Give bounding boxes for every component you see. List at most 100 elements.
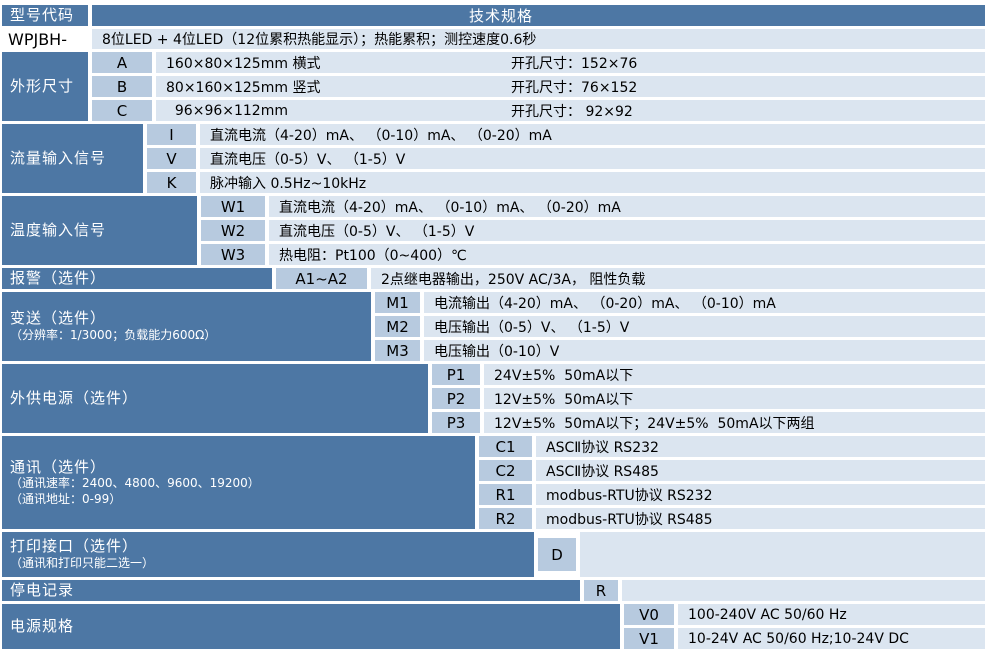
code-cell: A1~A2 [276, 268, 367, 289]
section-transmit: 变送（选件） （分辨率：1/3000；负载能力600Ω） M1 电流输出（4-2… [2, 292, 985, 361]
code-cell: M3 [375, 340, 420, 361]
table-row: V0 100-240V AC 50/60 Hz [624, 604, 985, 625]
section-dimensions: 外形尺寸 A 160×80×125mm 横式 开孔尺寸：152×76 B 80×1… [2, 52, 985, 121]
ext-power-label: 外供电源（选件） [10, 389, 139, 408]
desc-cell: 12V±5% 50mA以下；24V±5% 50mA以下两组 [484, 412, 985, 433]
code-cell: W3 [201, 244, 265, 265]
table-row: C2 ASCⅡ协议 RS485 [479, 460, 985, 481]
alarm-label-cell: 报警（选件） [2, 268, 272, 289]
table-row: M1 电流输出（4-20）mA、 （0-20）mA、 （0-10）mA [375, 292, 985, 313]
table-row: R2 modbus-RTU协议 RS485 [479, 508, 985, 529]
code-cell: V [147, 148, 196, 169]
transmit-label: 变送（选件） [10, 309, 107, 328]
power-spec-label-cell: 电源规格 [2, 604, 620, 649]
desc-cell: modbus-RTU协议 RS485 [536, 508, 985, 529]
section-ext-power: 外供电源（选件） P1 24V±5% 50mA以下 P2 12V±5% 50mA… [2, 364, 985, 433]
code-cell: V1 [624, 628, 674, 649]
dimensions-label-cell: 外形尺寸 [2, 52, 88, 121]
model-row: WPJBH- 8位LED + 4位LED（12位累积热能显示）；热能累积；测控速… [2, 29, 985, 49]
spec-header-label: 技术规格 [468, 7, 533, 25]
desc-cell: 12V±5% 50mA以下 [484, 388, 985, 409]
code-cell: K [147, 172, 196, 193]
temp-input-rows: W1 直流电流（4-20）mA、 （0-10）mA、 （0-20）mA W2 直… [201, 196, 985, 265]
size-text: 160×80×125mm 横式 [166, 55, 321, 72]
desc-cell: 直流电压（0-5）V、 （1-5）V [269, 220, 985, 241]
dimensions-label: 外形尺寸 [10, 77, 75, 96]
desc-cell: 96×96×112mm 开孔尺寸： 92×92 [156, 100, 985, 121]
table-row: K 脉冲输入 0.5Hz~10kHz [147, 172, 985, 193]
table-row: C1 ASCⅡ协议 RS232 [479, 436, 985, 457]
table-row: W3 热电阻：Pt100（0~400）℃ [201, 244, 985, 265]
header-row: 型号代码 技术规格 [2, 5, 985, 26]
desc-cell: modbus-RTU协议 RS232 [536, 484, 985, 505]
alarm-label: 报警（选件） [10, 269, 107, 288]
temp-input-label: 温度输入信号 [10, 221, 107, 240]
alarm-rows: A1~A2 2点继电器输出，250V AC/3A， 阻性负载 [276, 268, 985, 289]
desc-cell: 电压输出（0-10）V [424, 340, 985, 361]
ext-power-label-cell: 外供电源（选件） [2, 364, 428, 433]
table-row: M3 电压输出（0-10）V [375, 340, 985, 361]
section-power-fail: 停电记录 R [2, 580, 985, 601]
comm-label-cell: 通讯（选件） （通讯速率：2400、4800、9600、19200） （通讯地址… [2, 436, 475, 529]
desc-cell: 直流电流（4-20）mA、 （0-10）mA、 （0-20）mA [200, 124, 985, 145]
model-code-header-label: 型号代码 [10, 6, 75, 25]
temp-input-label-cell: 温度输入信号 [2, 196, 197, 265]
code-cell: A [92, 52, 152, 73]
size-text: 80×160×125mm 竖式 [166, 79, 321, 96]
transmit-label-cell: 变送（选件） （分辨率：1/3000；负载能力600Ω） [2, 292, 371, 361]
code-cell: I [147, 124, 196, 145]
code-cell: M2 [375, 316, 420, 337]
table-row: R1 modbus-RTU协议 RS232 [479, 484, 985, 505]
code-cell: R [584, 580, 618, 601]
code-cell: V0 [624, 604, 674, 625]
desc-cell: 100-240V AC 50/60 Hz [678, 604, 985, 625]
code-cell: W1 [201, 196, 265, 217]
section-comm: 通讯（选件） （通讯速率：2400、4800、9600、19200） （通讯地址… [2, 436, 985, 529]
section-flow-input: 流量输入信号 I 直流电流（4-20）mA、 （0-10）mA、 （0-20）m… [2, 124, 985, 193]
desc-cell: ASCⅡ协议 RS232 [536, 436, 985, 457]
comm-rate-sublabel: （通讯速率：2400、4800、9600、19200） [10, 476, 260, 491]
model-code-cell: WPJBH- [2, 29, 88, 49]
desc-cell: 24V±5% 50mA以下 [484, 364, 985, 385]
table-row: V 直流电压（0-5）V、 （1-5）V [147, 148, 985, 169]
hole-size-text: 开孔尺寸：152×76 [511, 55, 638, 72]
comm-label: 通讯（选件） [10, 457, 107, 476]
code-cell: D [538, 538, 576, 571]
table-row: V1 10-24V AC 50/60 Hz;10-24V DC [624, 628, 985, 649]
power-fail-label-cell: 停电记录 [2, 580, 580, 601]
code-cell: R1 [479, 484, 532, 505]
table-row: W2 直流电压（0-5）V、 （1-5）V [201, 220, 985, 241]
desc-cell: 脉冲输入 0.5Hz~10kHz [200, 172, 985, 193]
section-power-spec: 电源规格 V0 100-240V AC 50/60 Hz V1 10-24V A… [2, 604, 985, 649]
flow-input-label-cell: 流量输入信号 [2, 124, 143, 193]
code-cell: M1 [375, 292, 420, 313]
power-fail-label: 停电记录 [10, 581, 75, 600]
table-row: I 直流电流（4-20）mA、 （0-10）mA、 （0-20）mA [147, 124, 985, 145]
desc-cell: 电流输出（4-20）mA、 （0-20）mA、 （0-10）mA [424, 292, 985, 313]
desc-cell: ASCⅡ协议 RS485 [536, 460, 985, 481]
desc-cell-empty [622, 580, 985, 601]
flow-input-rows: I 直流电流（4-20）mA、 （0-10）mA、 （0-20）mA V 直流电… [147, 124, 985, 193]
comm-rows: C1 ASCⅡ协议 RS232 C2 ASCⅡ协议 RS485 R1 modbu… [479, 436, 985, 529]
model-desc-cell: 8位LED + 4位LED（12位累积热能显示）；热能累积；测控速度0.6秒 [92, 29, 985, 49]
hole-size-text: 开孔尺寸：76×152 [511, 79, 638, 96]
table-row: A1~A2 2点继电器输出，250V AC/3A， 阻性负载 [276, 268, 985, 289]
table-row: M2 电压输出（0-5）V、 （1-5）V [375, 316, 985, 337]
code-cell: C [92, 100, 152, 121]
desc-cell: 2点继电器输出，250V AC/3A， 阻性负载 [371, 268, 985, 289]
code-cell: C2 [479, 460, 532, 481]
section-alarm: 报警（选件） A1~A2 2点继电器输出，250V AC/3A， 阻性负载 [2, 268, 985, 289]
print-label-cell: 打印接口（选件） （通讯和打印只能二选一） [2, 532, 534, 577]
table-row: P3 12V±5% 50mA以下；24V±5% 50mA以下两组 [432, 412, 985, 433]
desc-cell: 直流电流（4-20）mA、 （0-10）mA、 （0-20）mA [269, 196, 985, 217]
desc-cell: 直流电压（0-5）V、 （1-5）V [200, 148, 985, 169]
desc-cell: 160×80×125mm 横式 开孔尺寸：152×76 [156, 52, 985, 73]
spec-header-cell: 技术规格 [92, 5, 985, 26]
code-cell: C1 [479, 436, 532, 457]
flow-input-label: 流量输入信号 [10, 149, 107, 168]
desc-cell: 80×160×125mm 竖式 开孔尺寸：76×152 [156, 76, 985, 97]
desc-cell: 10-24V AC 50/60 Hz;10-24V DC [678, 628, 985, 649]
desc-cell: 电压输出（0-5）V、 （1-5）V [424, 316, 985, 337]
code-cell: B [92, 76, 152, 97]
